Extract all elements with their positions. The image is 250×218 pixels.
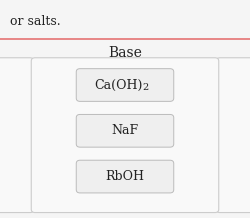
FancyBboxPatch shape: [76, 160, 174, 193]
Text: RbOH: RbOH: [106, 170, 144, 183]
Text: 2: 2: [142, 83, 148, 92]
FancyBboxPatch shape: [31, 58, 219, 213]
Text: Ca(OH): Ca(OH): [94, 78, 143, 92]
Text: Base: Base: [108, 46, 142, 60]
Text: or salts.: or salts.: [10, 15, 60, 28]
FancyBboxPatch shape: [76, 69, 174, 101]
Text: NaF: NaF: [112, 124, 138, 137]
FancyBboxPatch shape: [216, 58, 250, 213]
FancyBboxPatch shape: [76, 114, 174, 147]
FancyBboxPatch shape: [0, 58, 34, 213]
